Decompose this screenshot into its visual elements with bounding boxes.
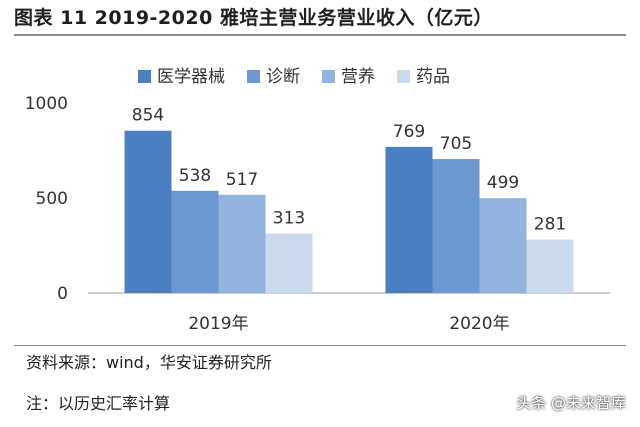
y-tick-label: 0 [57, 284, 68, 304]
title-divider [14, 34, 626, 36]
watermark: 头条 @未来智库 [516, 394, 626, 412]
data-label: 499 [487, 173, 519, 193]
data-label: 517 [226, 170, 258, 190]
bar [385, 146, 433, 293]
legend-swatch [138, 70, 151, 83]
bar [124, 130, 172, 293]
bar [526, 239, 574, 293]
x-tick-label: 2020年 [449, 314, 509, 334]
bar-chart: 0 500 1000 854 538 517 313 2019年 769 705 499 281 202… [25, 67, 610, 334]
legend-swatch [397, 70, 410, 83]
footnote: 注：以历史汇率计算 [26, 394, 171, 413]
chart-title: 图表 11 2019-2020 雅培主营业务营业收入（亿元） [14, 7, 493, 29]
data-label: 313 [273, 209, 305, 229]
bar [171, 190, 219, 293]
footer-divider [14, 345, 626, 346]
bar [265, 233, 313, 293]
data-label: 769 [393, 122, 425, 142]
legend-swatch [322, 70, 335, 83]
x-tick-label: 2019年 [188, 314, 248, 334]
data-label: 281 [534, 215, 566, 235]
data-label: 854 [132, 106, 164, 126]
legend-label: 医学器械 [157, 67, 225, 87]
legend-swatch [247, 70, 260, 83]
legend-label: 药品 [416, 67, 450, 87]
y-tick-label: 1000 [25, 94, 68, 114]
legend-label: 诊断 [266, 67, 300, 87]
bar [218, 194, 266, 293]
data-label: 538 [179, 166, 211, 186]
bar [432, 159, 480, 293]
bar [479, 198, 527, 293]
data-label: 705 [440, 134, 472, 154]
y-tick-label: 500 [36, 189, 68, 209]
legend-label: 营养 [341, 67, 375, 87]
source-note: 资料来源：wind，华安证券研究所 [26, 353, 272, 372]
